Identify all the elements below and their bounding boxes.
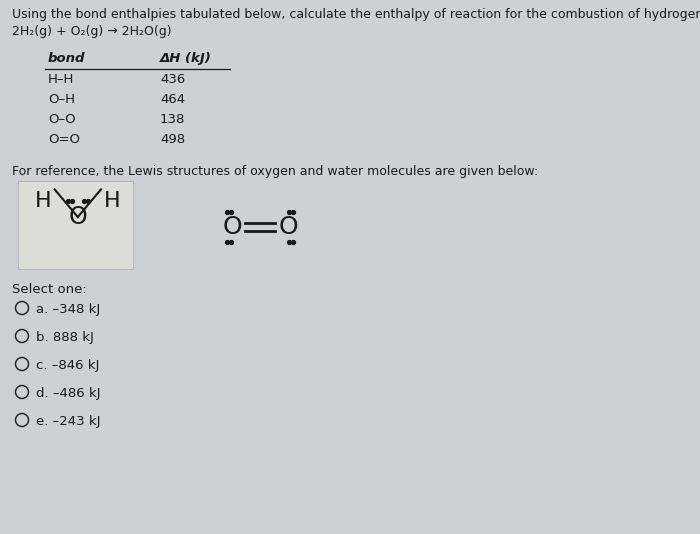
Text: O: O	[69, 205, 88, 229]
Text: c. –846 kJ: c. –846 kJ	[36, 359, 99, 372]
Text: O–H: O–H	[48, 93, 75, 106]
Text: H–H: H–H	[48, 73, 74, 86]
Text: Select one:: Select one:	[12, 283, 87, 296]
Text: 138: 138	[160, 113, 186, 126]
Text: 464: 464	[160, 93, 185, 106]
Text: ΔH (kJ): ΔH (kJ)	[160, 52, 211, 65]
Text: d. –486 kJ: d. –486 kJ	[36, 387, 101, 400]
Text: O=O: O=O	[48, 133, 80, 146]
Text: e. –243 kJ: e. –243 kJ	[36, 415, 101, 428]
Text: H: H	[104, 191, 120, 211]
FancyBboxPatch shape	[18, 181, 133, 269]
Text: 498: 498	[160, 133, 185, 146]
Text: O–O: O–O	[48, 113, 76, 126]
Text: bond: bond	[48, 52, 85, 65]
Text: b. 888 kJ: b. 888 kJ	[36, 331, 94, 344]
Text: a. –348 kJ: a. –348 kJ	[36, 303, 100, 316]
Text: For reference, the Lewis structures of oxygen and water molecules are given belo: For reference, the Lewis structures of o…	[12, 165, 538, 178]
Text: Using the bond enthalpies tabulated below, calculate the enthalpy of reaction fo: Using the bond enthalpies tabulated belo…	[12, 8, 700, 21]
Text: O: O	[222, 215, 242, 239]
Text: 436: 436	[160, 73, 186, 86]
Text: 2H₂(g) + O₂(g) → 2H₂O(g): 2H₂(g) + O₂(g) → 2H₂O(g)	[12, 25, 172, 38]
Text: H: H	[35, 191, 52, 211]
Text: O: O	[278, 215, 298, 239]
